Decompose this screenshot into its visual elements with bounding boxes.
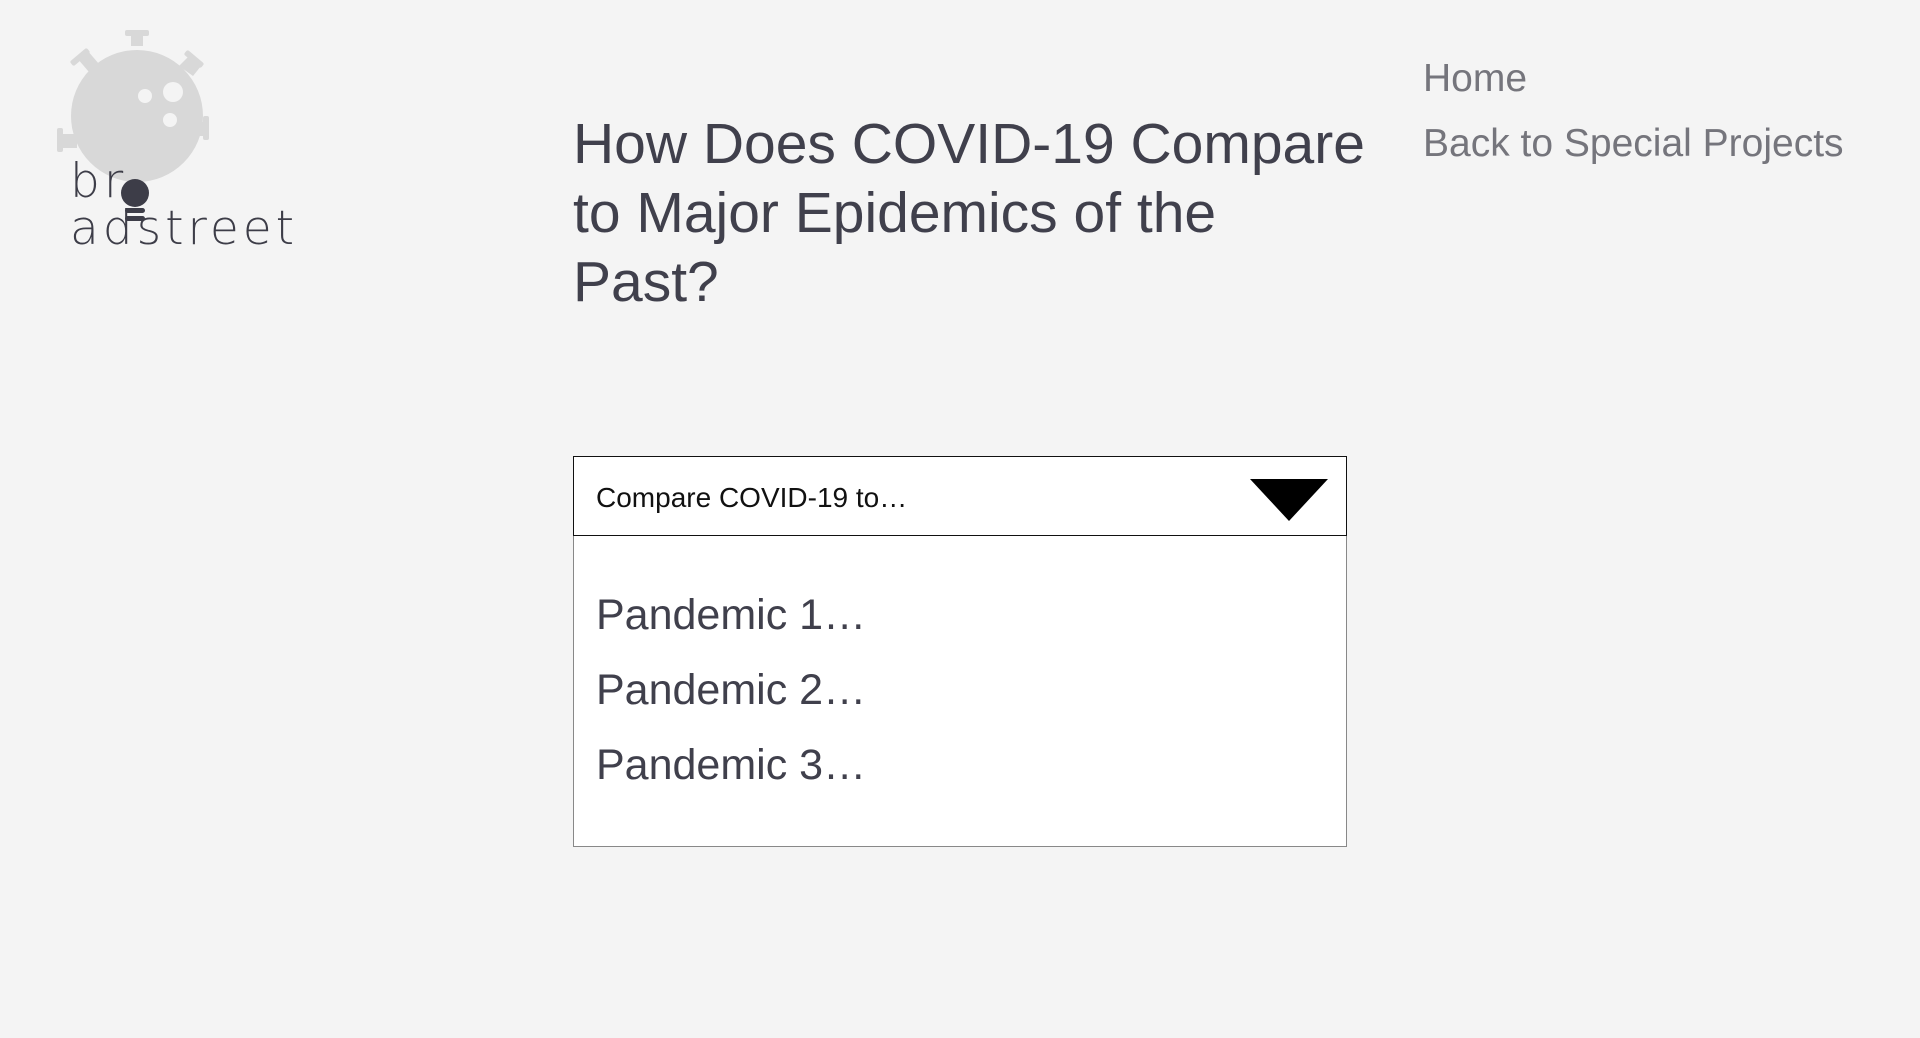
logo[interactable]: bradstreet [55,30,365,252]
virus-icon [57,30,209,182]
back-to-special-projects-link[interactable]: Back to Special Projects [1423,122,1844,165]
dropdown-options: Pandemic 1… Pandemic 2… Pandemic 3… [573,536,1347,847]
bulb-icon [121,179,149,221]
top-nav: Home Back to Special Projects [1423,46,1844,176]
compare-dropdown: Compare COVID-19 to… Pandemic 1… Pandemi… [573,456,1347,847]
option-pandemic-3[interactable]: Pandemic 3… [596,741,867,789]
compare-select-label: Compare COVID-19 to… [596,482,908,513]
triangle-down-icon[interactable] [1250,479,1328,523]
option-pandemic-1[interactable]: Pandemic 1… [596,591,867,639]
page-title: How Does COVID-19 Compare to Major Epide… [573,112,1365,314]
option-pandemic-2[interactable]: Pandemic 2… [596,666,867,714]
home-link[interactable]: Home [1423,57,1528,100]
logo-wordmark: bradstreet [70,154,299,256]
compare-select[interactable]: Compare COVID-19 to… [573,456,1347,536]
